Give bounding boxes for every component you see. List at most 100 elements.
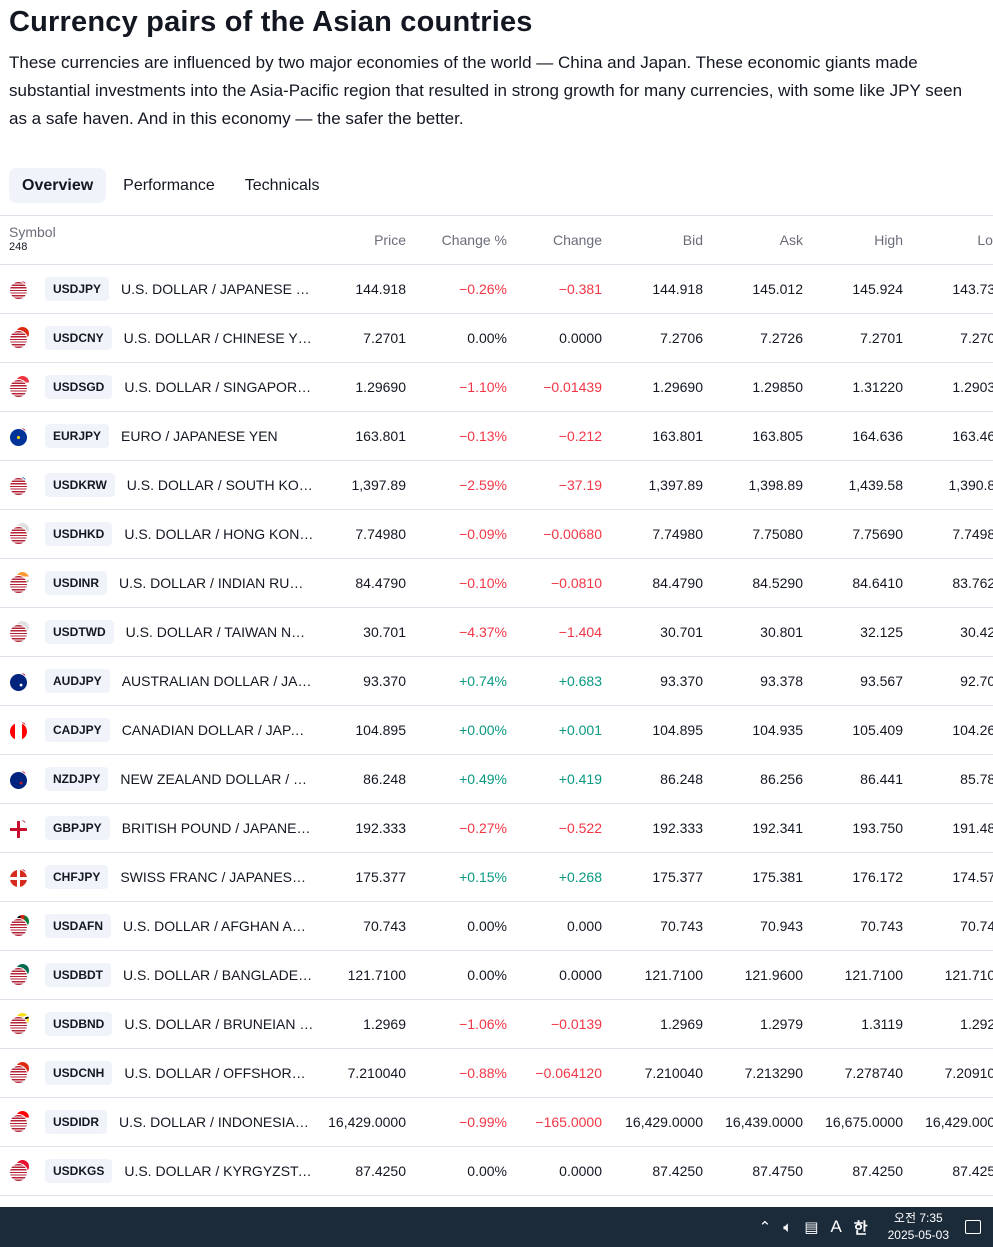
- symbol-cell[interactable]: USDCNY U.S. DOLLAR / CHINESE YUAN: [0, 313, 314, 363]
- symbol-cell[interactable]: USDKRW U.S. DOLLAR / SOUTH KOREAN WON: [0, 460, 314, 510]
- ask-cell: 1.29850: [710, 362, 810, 412]
- ime-korean-indicator[interactable]: 한: [853, 1219, 868, 1237]
- network-icon[interactable]: ▤: [804, 1219, 819, 1236]
- change-cell: −165.0000: [514, 1097, 609, 1147]
- symbol-badge[interactable]: CHFJPY: [45, 865, 109, 889]
- pair-name: U.S. DOLLAR / SINGAPORE DOLLAR: [124, 379, 314, 395]
- symbol-cell[interactable]: GBPJPY BRITISH POUND / JAPANESE YEN: [0, 803, 314, 853]
- high-cell: 1.3119: [810, 999, 910, 1049]
- table-row[interactable]: USDINR U.S. DOLLAR / INDIAN RUPEE 84.4790−…: [0, 558, 993, 608]
- symbol-badge[interactable]: USDCNY: [45, 326, 112, 350]
- currency-flags-icon: [9, 866, 35, 888]
- symbol-badge[interactable]: USDKGS: [45, 1159, 113, 1183]
- base-currency-flag-icon: [9, 673, 28, 692]
- table-row[interactable]: USDCNH U.S. DOLLAR / OFFSHORE CHINESE YUA…: [0, 1048, 993, 1098]
- bid-cell: 175.377: [609, 852, 710, 902]
- bid-cell: 144.918: [609, 264, 710, 314]
- symbol-cell[interactable]: CADJPY CANADIAN DOLLAR / JAPANESE YEN: [0, 705, 314, 755]
- tab-overview[interactable]: Overview: [9, 168, 107, 203]
- base-currency-flag-icon: [9, 281, 28, 300]
- symbol-badge[interactable]: USDIDR: [45, 1110, 108, 1134]
- symbol-cell[interactable]: CHFJPY SWISS FRANC / JAPANESE YEN: [0, 852, 314, 902]
- symbol-cell[interactable]: AUDJPY AUSTRALIAN DOLLAR / JAPANESE YEN: [0, 656, 314, 706]
- symbol-cell[interactable]: USDCNH U.S. DOLLAR / OFFSHORE CHINESE YUA…: [0, 1048, 314, 1098]
- price-cell: 175.377: [314, 852, 413, 902]
- symbol-cell[interactable]: EURJPY EURO / JAPANESE YEN: [0, 411, 314, 461]
- low-cell: 1.2923: [910, 999, 993, 1049]
- high-column-header[interactable]: High: [810, 215, 910, 265]
- change-pct-cell: 0.00%: [413, 1146, 514, 1196]
- symbol-badge[interactable]: AUDJPY: [45, 669, 110, 693]
- symbol-badge[interactable]: USDSGD: [45, 375, 113, 399]
- clock[interactable]: 오전 7:35 2025-05-03: [888, 1210, 949, 1244]
- tab-performance[interactable]: Performance: [123, 177, 215, 194]
- table-row[interactable]: EURJPY EURO / JAPANESE YEN 163.801 −0.13% −0…: [0, 411, 993, 461]
- page-description: These currencies are influenced by two m…: [9, 53, 963, 128]
- ime-mode-indicator[interactable]: A: [830, 1217, 842, 1236]
- symbol-cell[interactable]: USDBND U.S. DOLLAR / BRUNEIAN DOLLAR: [0, 999, 314, 1049]
- symbol-cell[interactable]: USDBDT U.S. DOLLAR / BANGLADESHI TAKA: [0, 950, 314, 1000]
- bid-column-header[interactable]: Bid: [609, 215, 710, 265]
- symbol-badge[interactable]: NZDJPY: [45, 767, 109, 791]
- ask-cell: 86.256: [710, 754, 810, 804]
- symbol-badge[interactable]: USDBDT: [45, 963, 111, 987]
- ask-column-header[interactable]: Ask: [710, 215, 810, 265]
- symbol-badge[interactable]: EURJPY: [45, 424, 110, 448]
- symbol-cell[interactable]: USDJPY U.S. DOLLAR / JAPANESE YEN: [0, 264, 314, 314]
- low-column-header[interactable]: Low: [910, 215, 993, 265]
- currency-flags-icon: [9, 1111, 35, 1133]
- table-row[interactable]: USDIDR U.S. DOLLAR / INDONESIAN RUPIAH 16,…: [0, 1097, 993, 1147]
- notification-icon[interactable]: [965, 1220, 981, 1234]
- symbol-badge[interactable]: GBPJPY: [45, 816, 110, 840]
- high-cell: 87.4250: [810, 1146, 910, 1196]
- symbol-cell[interactable]: USDTWD U.S. DOLLAR / TAIWAN NEW DOLLAR: [0, 607, 314, 657]
- symbol-badge[interactable]: USDINR: [45, 571, 108, 595]
- symbol-cell[interactable]: USDKGS U.S. DOLLAR / KYRGYZSTANI SOM: [0, 1146, 314, 1196]
- chevron-up-icon[interactable]: ⌃: [758, 1219, 772, 1236]
- symbol-badge[interactable]: USDAFN: [45, 914, 111, 938]
- speaker-icon[interactable]: 🔈︎: [783, 1218, 793, 1236]
- symbol-cell[interactable]: NZDJPY NEW ZEALAND DOLLAR / JAPANESE YEN: [0, 754, 314, 804]
- symbol-cell[interactable]: USDIDR U.S. DOLLAR / INDONESIAN RUPIAH: [0, 1097, 314, 1147]
- change-pct-cell: +0.00%: [413, 705, 514, 755]
- low-cell: 1,390.89: [910, 460, 993, 510]
- tab-technicals[interactable]: Technicals: [244, 177, 320, 194]
- symbol-badge[interactable]: USDKRW: [45, 473, 115, 497]
- symbol-cell[interactable]: USDAFN U.S. DOLLAR / AFGHAN AFGHANI: [0, 901, 314, 951]
- low-cell: 87.4250: [910, 1146, 993, 1196]
- symbol-badge[interactable]: USDTWD: [45, 620, 114, 644]
- symbol-badge[interactable]: USDJPY: [45, 277, 110, 301]
- change-column-header[interactable]: Change: [514, 215, 609, 265]
- change-cell: +0.268: [514, 852, 609, 902]
- high-cell: 7.278740: [810, 1048, 910, 1098]
- symbol-cell[interactable]: USDHKD U.S. DOLLAR / HONG KONG DOLLAR: [0, 509, 314, 559]
- symbol-badge[interactable]: USDBND: [45, 1012, 113, 1036]
- price-cell: 86.248: [314, 754, 413, 804]
- symbol-badge[interactable]: USDHKD: [45, 522, 113, 546]
- table-row[interactable]: USDJPY U.S. DOLLAR / JAPANESE YEN 144.918−…: [0, 264, 993, 314]
- price-column-header[interactable]: Price: [314, 215, 413, 265]
- symbol-cell[interactable]: USDINR U.S. DOLLAR / INDIAN RUPEE: [0, 558, 314, 608]
- price-cell: 1.29690: [314, 362, 413, 412]
- symbol-cell[interactable]: USDSGD U.S. DOLLAR / SINGAPORE DOLLAR: [0, 362, 314, 412]
- pair-name: U.S. DOLLAR / AFGHAN AFGHANI: [123, 918, 313, 934]
- symbol-badge[interactable]: CADJPY: [45, 718, 110, 742]
- symbol-column-header[interactable]: Symbol 248: [0, 215, 314, 265]
- pair-name: U.S. DOLLAR / CHINESE YUAN: [123, 330, 314, 346]
- table-row[interactable]: USDCNY U.S. DOLLAR / CHINESE YUAN 7.2701 0.…: [0, 313, 993, 363]
- change-pct-column-header[interactable]: Change %: [413, 215, 514, 265]
- symbol-badge[interactable]: USDCNH: [45, 1061, 113, 1085]
